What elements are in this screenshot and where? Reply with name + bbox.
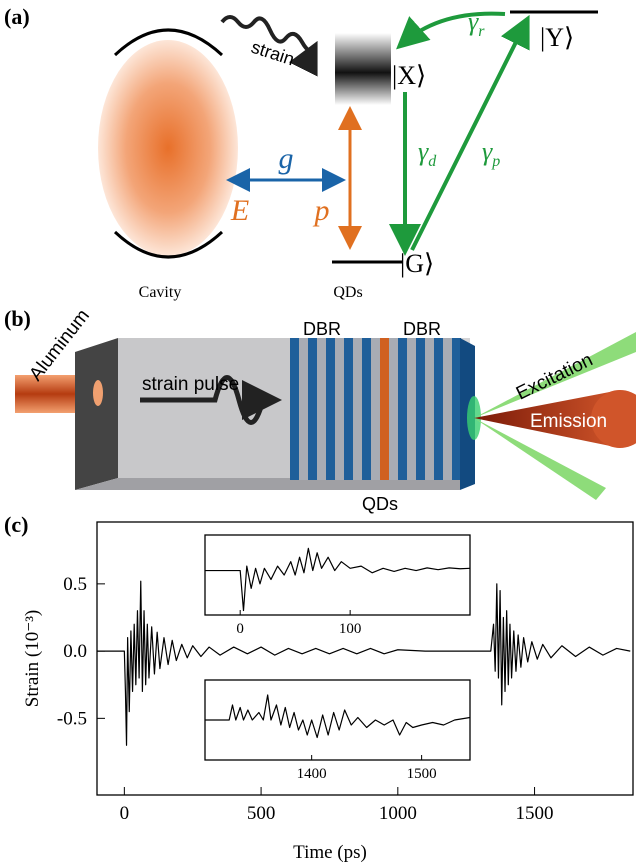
dbr-layer bbox=[335, 338, 344, 480]
inset-frame bbox=[205, 680, 470, 760]
plot-frame bbox=[96, 521, 634, 796]
cavity bbox=[98, 40, 238, 256]
excitation-beam bbox=[474, 418, 606, 500]
cavity-label: Cavity bbox=[139, 284, 182, 301]
panel-label: (c) bbox=[4, 512, 28, 537]
trace bbox=[205, 694, 471, 739]
y-tick-label: 0.5 bbox=[63, 574, 87, 595]
excitation-beam bbox=[474, 332, 636, 418]
dbr-label: DBR bbox=[403, 319, 441, 339]
dbr-layer bbox=[344, 338, 353, 480]
strain-label: strain bbox=[249, 37, 297, 70]
emission-cone bbox=[591, 390, 636, 448]
inset-frame bbox=[205, 535, 470, 615]
box-floor bbox=[75, 478, 470, 490]
g-label: g bbox=[279, 142, 294, 175]
x-tick-label: 100 bbox=[339, 621, 362, 637]
rate-label: γp bbox=[482, 137, 500, 170]
dbr-layer bbox=[353, 338, 362, 480]
dbr-layer bbox=[326, 338, 335, 480]
e-label: E bbox=[230, 194, 249, 227]
dbr-layer bbox=[371, 338, 380, 480]
rate-sub: p bbox=[491, 153, 500, 170]
dbr-layer bbox=[425, 338, 434, 480]
emission-label: Emission bbox=[530, 411, 607, 432]
emission-cone bbox=[474, 390, 620, 448]
qds-label: QDs bbox=[362, 494, 398, 514]
dbr-layer bbox=[299, 338, 308, 480]
dbr-layer bbox=[290, 338, 299, 480]
plot-frame bbox=[204, 534, 471, 616]
mirror bbox=[113, 28, 224, 57]
x-tick-label: 1500 bbox=[516, 803, 554, 824]
x-tick-label: 1500 bbox=[407, 766, 437, 782]
x-tick-label: 0 bbox=[120, 803, 130, 824]
trace bbox=[205, 547, 471, 612]
rate-sub: d bbox=[428, 153, 437, 170]
dbr-layer bbox=[443, 338, 452, 480]
dbr-layer bbox=[416, 338, 425, 480]
dbr-layer bbox=[434, 338, 443, 480]
y-tick-label: 0.0 bbox=[63, 641, 87, 662]
rate-label: γd bbox=[418, 137, 437, 170]
dbr-layer bbox=[398, 338, 407, 480]
laser-beam bbox=[15, 375, 80, 413]
aluminum-end bbox=[75, 338, 118, 490]
x-tick-label: 500 bbox=[247, 803, 276, 824]
rate-sub: r bbox=[478, 23, 485, 40]
dbr-layer bbox=[389, 338, 398, 480]
box-face bbox=[118, 338, 290, 480]
y-tick-label: -0.5 bbox=[57, 708, 87, 729]
dbr-layer bbox=[380, 338, 389, 480]
strain-pulse bbox=[140, 375, 282, 425]
panel-label: (b) bbox=[4, 306, 31, 331]
ket: |G⟩ bbox=[400, 249, 434, 278]
trace bbox=[97, 580, 631, 746]
dbr-layer bbox=[308, 338, 317, 480]
ket: |X⟩ bbox=[392, 61, 426, 90]
relax-arrow bbox=[396, 11, 506, 50]
plot-frame bbox=[204, 679, 471, 761]
mirror bbox=[113, 230, 224, 259]
dbr-layer bbox=[362, 338, 371, 480]
dbr-layer bbox=[407, 338, 416, 480]
dbr-label: DBR bbox=[303, 319, 341, 339]
x-axis-label: Time (ps) bbox=[293, 842, 367, 863]
qd-level bbox=[335, 33, 391, 105]
panel-label: (a) bbox=[4, 4, 30, 29]
x-tick-label: 0 bbox=[236, 621, 244, 637]
x-tick-label: 1000 bbox=[379, 803, 417, 824]
dbr-layer bbox=[452, 338, 461, 480]
pump-arrow bbox=[410, 14, 530, 251]
p-label: p bbox=[313, 194, 330, 227]
excitation-label: Excitation bbox=[513, 350, 596, 405]
strain-arrow bbox=[220, 15, 318, 77]
strain-pulse-label: strain pulse bbox=[142, 374, 239, 395]
ket: |Y⟩ bbox=[540, 23, 574, 52]
dbr bbox=[290, 338, 461, 480]
laser-spot bbox=[93, 380, 103, 406]
x-tick-label: 1400 bbox=[297, 766, 327, 782]
rate-symbol: γ bbox=[482, 137, 493, 166]
rate-symbol: γ bbox=[468, 7, 479, 36]
qds-label: QDs bbox=[333, 284, 362, 301]
y-axis-label: Strain (10⁻³) bbox=[22, 610, 43, 708]
dbr-layer bbox=[317, 338, 326, 480]
rate-symbol: γ bbox=[418, 137, 429, 166]
rate-label: γr bbox=[468, 7, 485, 40]
